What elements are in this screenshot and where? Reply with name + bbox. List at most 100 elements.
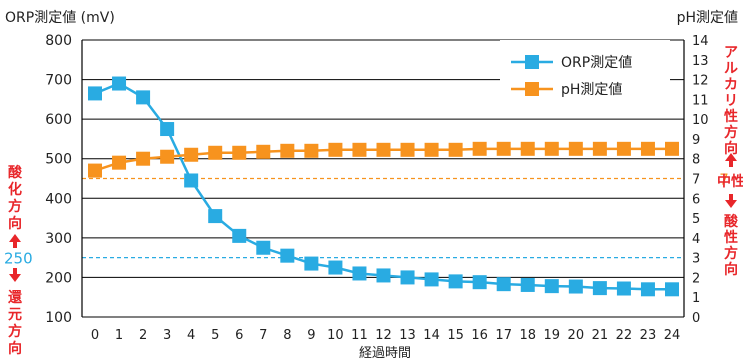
- x-tick-label: 12: [375, 328, 392, 343]
- x-tick-label: 21: [592, 328, 609, 343]
- orp-data-point: [592, 281, 607, 296]
- orp-data-point: [448, 274, 463, 289]
- right-tick-label: 7: [692, 173, 700, 188]
- orp-data-point: [160, 122, 175, 137]
- orp-data-point: [640, 282, 655, 297]
- ph-data-point: [136, 151, 151, 166]
- legend-background: [500, 40, 670, 115]
- reference-lines: 250 7: [4, 171, 729, 268]
- right-tick-label: 1: [692, 291, 700, 306]
- ph-data-point: [112, 155, 127, 170]
- ph-data-point: [448, 142, 463, 157]
- right-tick-label: 5: [692, 212, 700, 227]
- x-tick-label: 13: [399, 328, 416, 343]
- right-axis-title: pH測定値: [677, 10, 738, 26]
- orp-data-point: [376, 268, 391, 283]
- orp-data-point: [424, 272, 439, 287]
- left-axis-title: ORP測定値 (mV): [5, 10, 115, 26]
- orp-data-point: [184, 173, 199, 188]
- ph-data-point: [616, 141, 631, 156]
- reduction-direction-char: 方: [8, 323, 22, 340]
- orp-data-point: [328, 260, 343, 275]
- up-arrow-icon: [725, 153, 737, 167]
- right-tick-label: 4: [692, 232, 700, 247]
- down-arrow-icon: [9, 268, 21, 282]
- alkaline-direction-char: 性: [724, 108, 738, 125]
- left-tick-label: 500: [45, 152, 72, 168]
- x-axis-title: 経過時間: [359, 346, 411, 360]
- x-tick-label: 3: [163, 328, 171, 343]
- acidic-direction-char: 向: [724, 261, 738, 278]
- x-tick-label: 14: [423, 328, 440, 343]
- orp-data-point: [472, 275, 487, 290]
- legend-orp-label: ORP測定値: [561, 55, 632, 71]
- left-tick-label: 300: [45, 231, 72, 247]
- ph-data-point: [640, 141, 655, 156]
- x-tick-label: 4: [187, 328, 195, 343]
- neutral-label: 中性: [717, 173, 743, 190]
- orp-data-point: [352, 266, 367, 281]
- left-tick-label: 200: [45, 270, 72, 286]
- x-tick-label: 18: [519, 328, 536, 343]
- oxidation-direction-char: 向: [8, 215, 22, 232]
- right-tick-label: 14: [692, 34, 709, 49]
- orp-data-point: [88, 86, 102, 101]
- ph-data-point: [592, 141, 607, 156]
- x-tick-label: 24: [664, 328, 681, 343]
- alkaline-direction-char: 向: [724, 140, 738, 157]
- alkaline-direction-char: ル: [724, 61, 738, 77]
- ph-data-point: [256, 144, 271, 159]
- orp-data-point: [208, 209, 223, 224]
- orp-data-point: [256, 240, 271, 255]
- orp-data-point: [136, 90, 151, 105]
- orp-data-point: [232, 228, 247, 243]
- oxidation-direction-char: 化: [8, 181, 22, 198]
- x-tick-label: 5: [211, 328, 219, 343]
- right-tick-label: 12: [692, 74, 709, 89]
- ph-data-point: [88, 163, 102, 178]
- right-tick-label: 0: [692, 311, 700, 326]
- alkaline-direction-char: リ: [724, 93, 738, 109]
- orp-data-point: [304, 256, 319, 271]
- acidic-direction-char: 性: [724, 229, 738, 246]
- right-tick-label: 9: [692, 133, 700, 148]
- series: [88, 76, 679, 297]
- ph-reference-label: 7: [719, 171, 729, 189]
- up-arrow-icon: [9, 234, 21, 248]
- ph-data-point: [665, 141, 679, 156]
- right-tick-label: 13: [692, 54, 709, 69]
- ph-data-point: [400, 142, 415, 157]
- orp-data-point: [665, 282, 679, 297]
- x-tick-label: 2: [139, 328, 147, 343]
- right-tick-label: 11: [692, 93, 709, 108]
- right-tick-label: 3: [692, 252, 700, 267]
- orp-data-point: [616, 281, 631, 296]
- orp-data-point: [280, 248, 295, 263]
- orp-data-point: [544, 279, 559, 294]
- left-tick-label: 700: [45, 73, 72, 89]
- x-tick-label: 8: [283, 328, 291, 343]
- x-tick-label: 22: [616, 328, 633, 343]
- x-tick-label: 11: [351, 328, 368, 343]
- ph-data-point: [496, 141, 511, 156]
- acidic-direction-char: 方: [724, 245, 738, 262]
- axes: 1002003004005006007008000123456789101112…: [45, 33, 708, 343]
- alkaline-direction-char: カ: [724, 77, 738, 93]
- x-tick-label: 6: [235, 328, 243, 343]
- legend-ph-marker: [525, 82, 539, 96]
- alkaline-direction-char: 方: [724, 124, 738, 141]
- down-arrow-icon: [725, 194, 737, 208]
- right-tick-label: 8: [692, 153, 700, 168]
- ph-data-point: [568, 141, 583, 156]
- left-tick-label: 600: [45, 112, 72, 128]
- ph-data-point: [472, 141, 487, 156]
- x-tick-label: 15: [447, 328, 464, 343]
- reduction-direction-char: 還: [8, 289, 23, 306]
- ph-data-point: [160, 149, 175, 164]
- ph-data-point: [232, 145, 247, 160]
- left-tick-label: 800: [45, 33, 72, 49]
- x-tick-label: 16: [471, 328, 488, 343]
